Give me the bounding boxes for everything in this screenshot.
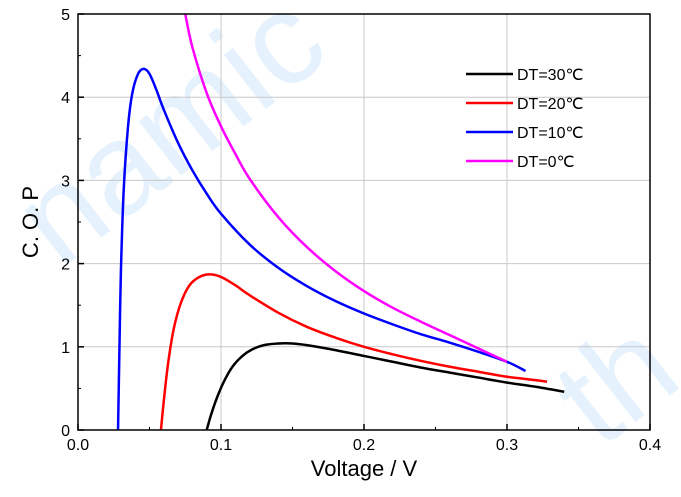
x-tick-label: 0.2 xyxy=(353,437,375,454)
y-tick-label: 4 xyxy=(61,90,70,107)
axis-ticks xyxy=(77,13,651,431)
x-tick-label: 0.0 xyxy=(67,437,89,454)
legend: DT=30℃ DT=20℃ DT=10℃ DT=0℃ xyxy=(466,67,583,171)
series-line-1 xyxy=(205,342,565,431)
series-line-3 xyxy=(116,67,527,431)
tick-labels: 0.0 0.1 0.2 0.3 0.4 0 1 2 3 4 5 xyxy=(61,7,661,454)
x-axis-title: Voltage / V xyxy=(311,456,418,481)
watermark-text-left: namic xyxy=(0,0,351,292)
x-tick-label: 0.4 xyxy=(639,437,661,454)
legend-label-2: DT=20℃ xyxy=(517,96,583,113)
legend-label-1: DT=30℃ xyxy=(517,67,583,84)
series-line-2 xyxy=(159,273,548,431)
legend-label-3: DT=10℃ xyxy=(517,125,583,142)
y-tick-label: 3 xyxy=(61,173,70,190)
x-tick-label: 0.3 xyxy=(496,437,518,454)
y-tick-label: 0 xyxy=(61,423,70,440)
y-axis-title: C. O. P xyxy=(18,186,43,258)
series-layer xyxy=(116,13,565,431)
y-tick-label: 5 xyxy=(61,7,70,24)
legend-label-4: DT=0℃ xyxy=(517,154,575,171)
series-line-4 xyxy=(184,13,508,363)
x-tick-label: 0.1 xyxy=(210,437,232,454)
y-tick-label: 2 xyxy=(61,257,70,274)
y-tick-label: 1 xyxy=(61,340,70,357)
